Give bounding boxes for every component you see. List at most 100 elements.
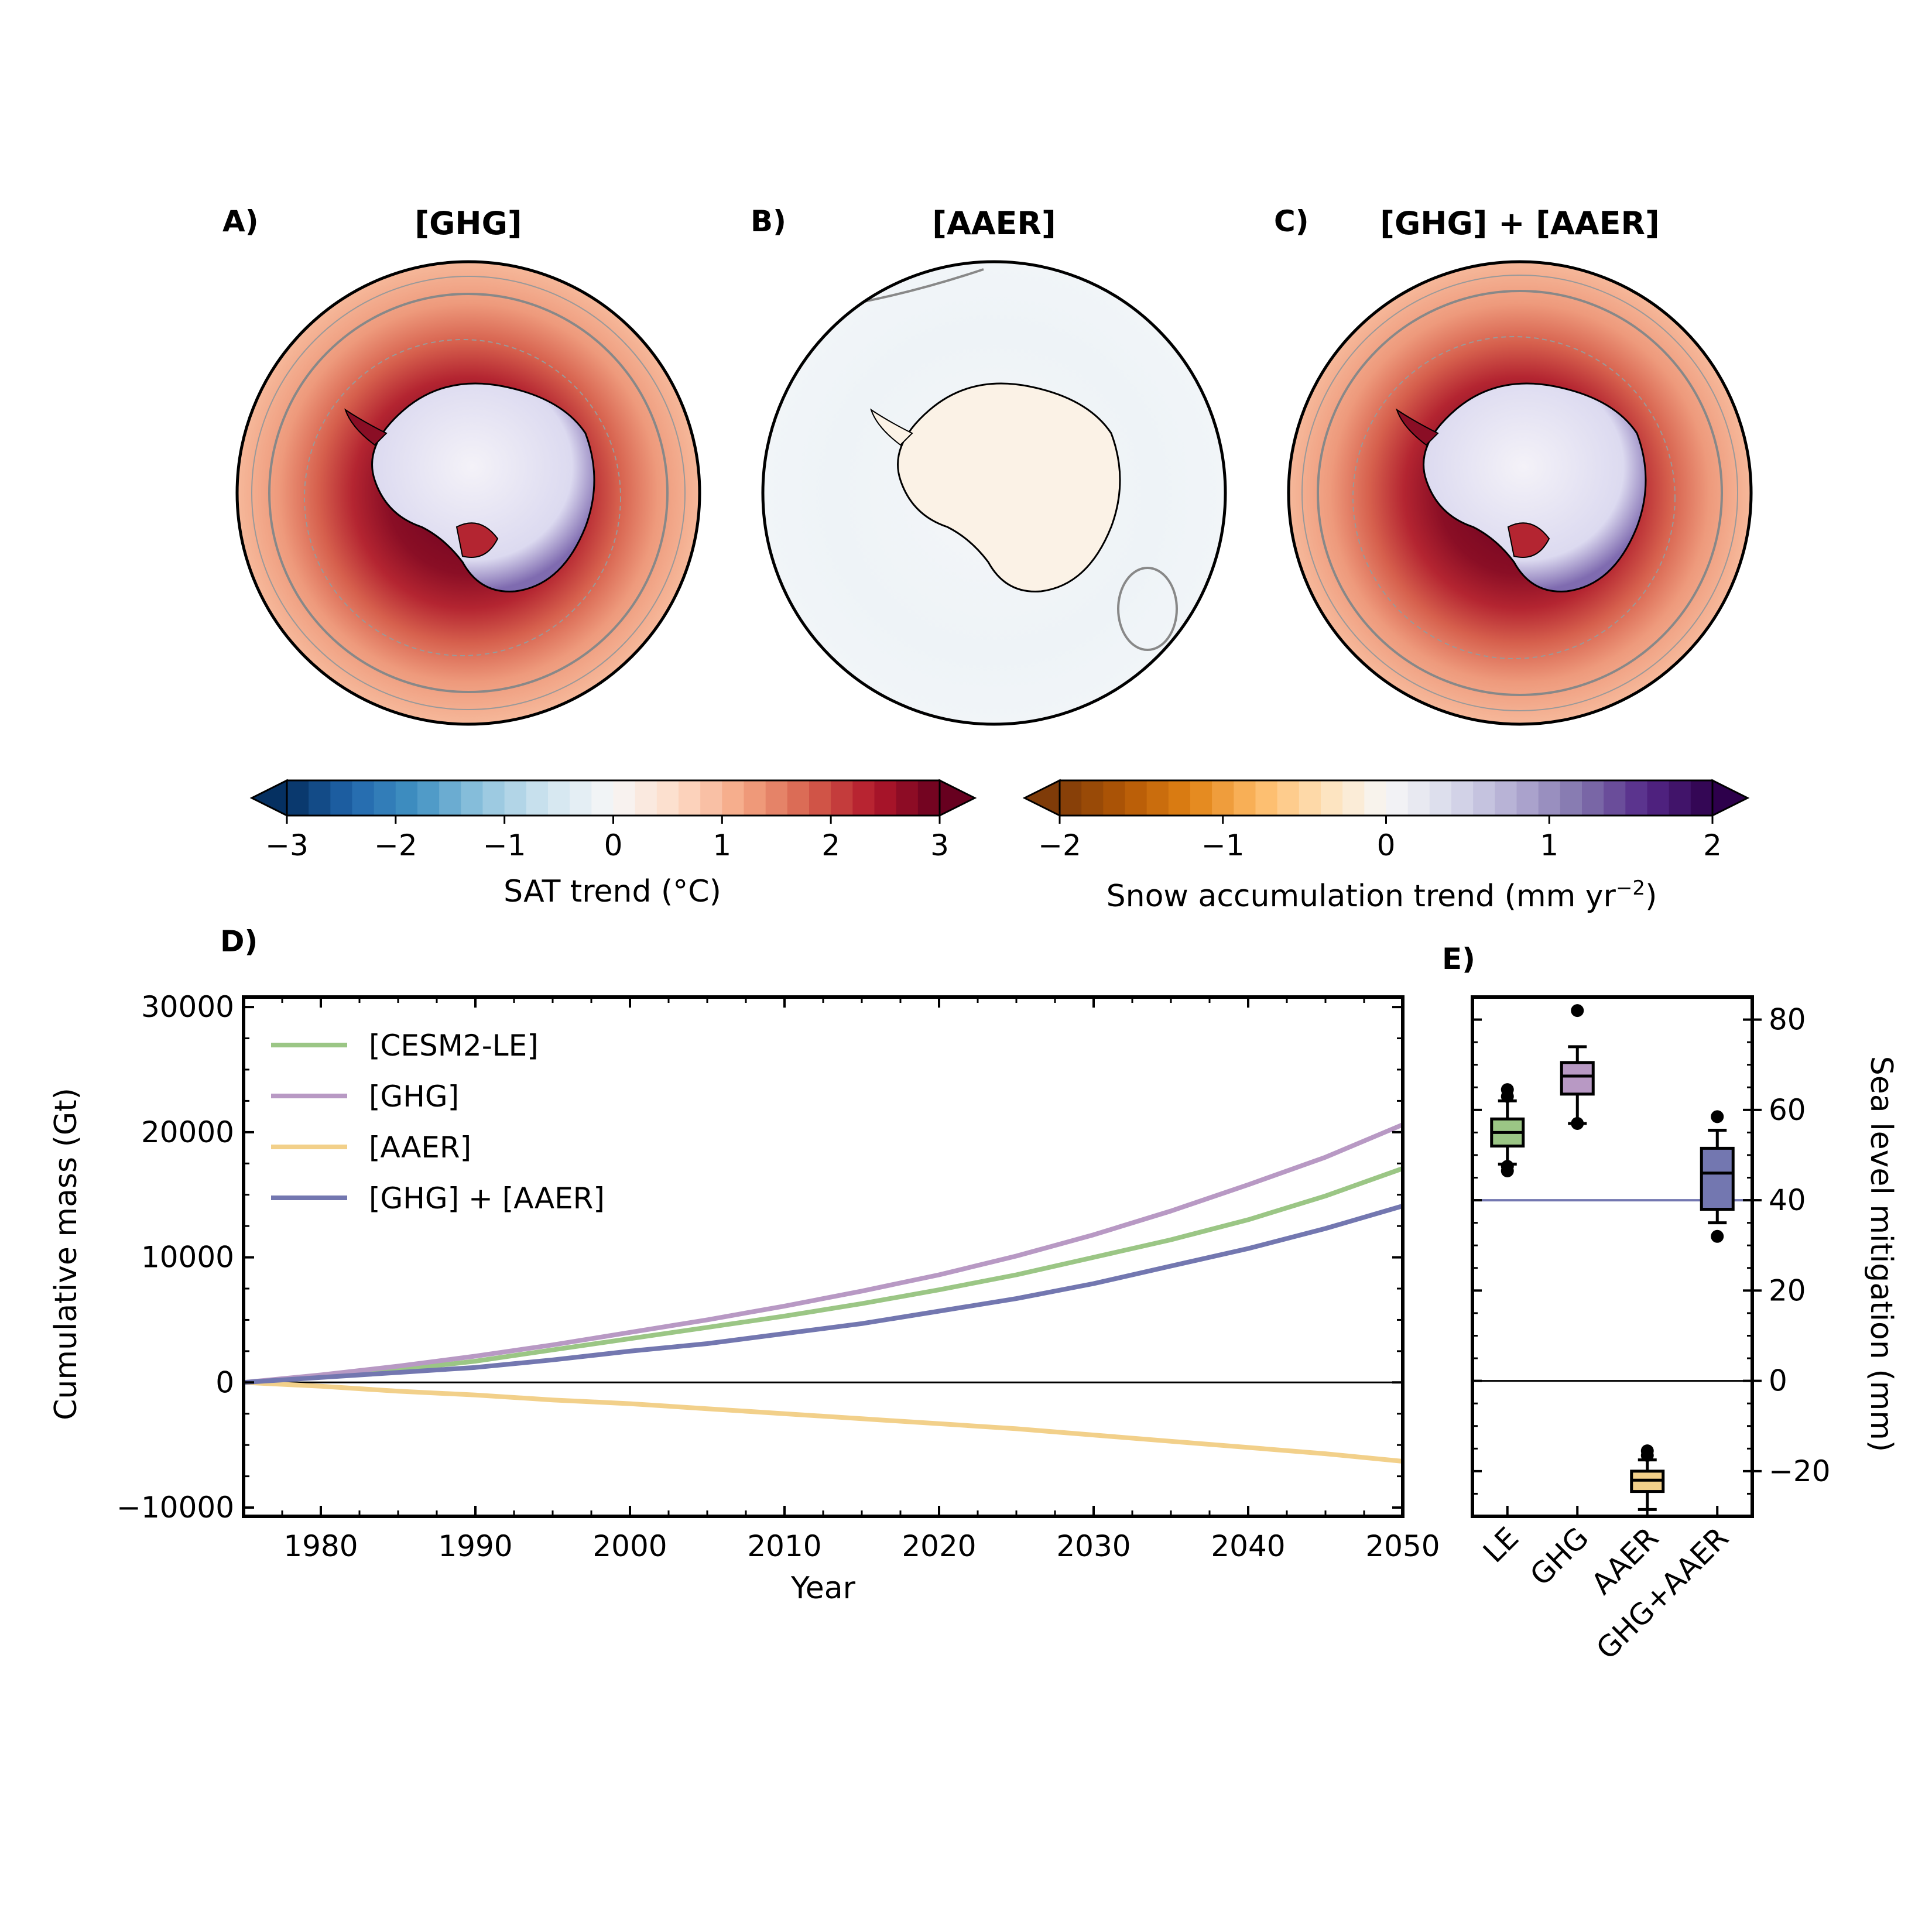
panel-letter-d: D): [220, 924, 258, 958]
antarctica-outline-a: [371, 382, 595, 592]
colorbar-sat-tick-label: 3: [930, 828, 949, 862]
category-label: LE: [1477, 1520, 1525, 1569]
colorbar-snow-segment: [1538, 780, 1561, 816]
colorbar-sat-segment: [809, 780, 831, 816]
colorbar-snow-segment: [1168, 780, 1191, 816]
plot-frame: [1471, 995, 1754, 1518]
colorbar-snow-segment: [1451, 780, 1474, 816]
panel-letter-e: E): [1442, 942, 1475, 976]
colorbar-sat-segment: [526, 780, 549, 816]
panel-letter-a: A): [222, 204, 259, 238]
colorbar-snow-segment: [1560, 780, 1582, 816]
colorbar-sat: −3 −2 −1 0 1 2 3: [249, 779, 977, 862]
colorbar-sat-extend-high: [938, 779, 977, 817]
colorbar-sat-segment: [461, 780, 484, 816]
map-title-b: [AAER]: [932, 205, 1056, 242]
colorbar-snow-tick-label: 2: [1703, 828, 1722, 862]
y-tick-label: 20000: [141, 1115, 234, 1149]
y-tick-label: 20: [1769, 1273, 1806, 1307]
y-tick-label: 30000: [141, 990, 234, 1024]
legend-label-ghg_aaer: [GHG] + [AAER]: [369, 1181, 605, 1215]
box-outlier: [1640, 1448, 1654, 1462]
panel-letter-b: B): [751, 204, 786, 238]
panel-letter-c: C): [1274, 204, 1309, 238]
colorbar-snow-segment: [1060, 780, 1082, 816]
legend-label-ghg: [GHG]: [369, 1080, 459, 1114]
colorbar-snow-label: Snow accumulation trend (mm yr−2): [1107, 876, 1657, 914]
series-line-cesm2le: [243, 1166, 1404, 1385]
colorbar-snow-segment: [1255, 780, 1278, 816]
colorbar-sat-segment: [874, 780, 897, 816]
colorbar-snow-segment: [1277, 780, 1300, 816]
colorbar-sat-segment: [439, 780, 462, 816]
colorbar-snow-segment: [1386, 780, 1409, 816]
series-line-ghg_aaer: [243, 1204, 1404, 1385]
x-tick-label: 2030: [1056, 1529, 1131, 1563]
colorbar-snow-segment: [1604, 780, 1626, 816]
colorbar-sat-tick-label: 1: [712, 828, 731, 862]
x-tick-label: 2040: [1211, 1529, 1285, 1563]
colorbar-sat-label: SAT trend (°C): [503, 874, 721, 909]
colorbar-sat-segment: [831, 780, 854, 816]
colorbar-sat-segment: [395, 780, 418, 816]
category-label: GHG: [1523, 1520, 1595, 1592]
map-panel-b: B) [AAER]: [751, 204, 1227, 726]
series-line-aaer: [243, 1380, 1403, 1464]
colorbar-sat-tick-label: 2: [821, 828, 840, 862]
colorbar-sat-tick-label: 0: [604, 828, 623, 862]
colorbar-sat-tick-label: −2: [374, 828, 417, 862]
colorbar-sat-segment: [504, 780, 527, 816]
colorbar-sat-extend-low: [249, 779, 288, 817]
colorbar-snow-segment: [1669, 780, 1691, 816]
colorbar-sat-segment: [917, 780, 940, 816]
colorbar-snow-segment: [1582, 780, 1604, 816]
colorbar-sat-segment: [417, 780, 440, 816]
colorbar-sat-tick-label: −3: [265, 828, 309, 862]
map-panel-c: C) [GHG] + [AAER]: [1274, 204, 1753, 726]
x-tick-label: 2020: [902, 1529, 976, 1563]
y-tick-label: −10000: [117, 1491, 234, 1525]
colorbar-sat-segment: [700, 780, 723, 816]
colorbar-snow-segment: [1212, 780, 1235, 816]
colorbar-sat-segment: [352, 780, 375, 816]
colorbar-sat-segment: [374, 780, 396, 816]
colorbar-snow-tick-label: 1: [1540, 828, 1558, 862]
colorbar-sat-segment: [852, 780, 875, 816]
colorbar-sat-segment: [656, 780, 679, 816]
map-title-c: [GHG] + [AAER]: [1380, 205, 1659, 242]
colorbar-sat-segment: [548, 780, 570, 816]
map-field-a: [237, 262, 700, 724]
colorbar-snow-segment: [1125, 780, 1147, 816]
map-panel-a: A) [GHG]: [222, 204, 701, 726]
colorbar-snow-segment: [1364, 780, 1387, 816]
y-tick-label: −20: [1769, 1454, 1831, 1488]
x-tick-label: 2010: [747, 1529, 821, 1563]
colorbar-sat-tick-label: −1: [483, 828, 526, 862]
y-tick-label: 80: [1769, 1003, 1806, 1037]
box-outlier: [1571, 1004, 1584, 1018]
colorbar-sat-segment: [613, 780, 636, 816]
box-chart-ylabel: Sea level mitigation (mm): [1864, 1056, 1899, 1452]
colorbar-snow-segment: [1516, 780, 1539, 816]
colorbar-snow: −2 −1 0 1 2: [1022, 779, 1750, 862]
x-tick-label: 1980: [283, 1529, 358, 1563]
colorbar-sat-segment: [744, 780, 766, 816]
y-tick-label: 60: [1769, 1093, 1806, 1127]
antarctica-outline-c: [1423, 382, 1647, 592]
colorbar-snow-label-sup: −2: [1616, 876, 1645, 900]
map-field-c: [1289, 262, 1751, 724]
colorbar-snow-segment: [1625, 780, 1648, 816]
box-outlier: [1501, 1160, 1514, 1173]
colorbar-sat-segment: [679, 780, 701, 816]
box-outlier: [1711, 1110, 1724, 1123]
colorbar-snow-segment: [1234, 780, 1256, 816]
colorbar-sat-segment: [570, 780, 592, 816]
box-outlier: [1501, 1083, 1514, 1097]
colorbar-snow-label-end: ): [1645, 879, 1657, 914]
line-chart-ylabel: Cumulative mass (Gt): [49, 1088, 84, 1420]
y-tick-label: 10000: [141, 1241, 234, 1275]
colorbar-sat-segment: [722, 780, 745, 816]
map-field-b: [763, 262, 1225, 724]
colorbar-snow-segment: [1081, 780, 1104, 816]
